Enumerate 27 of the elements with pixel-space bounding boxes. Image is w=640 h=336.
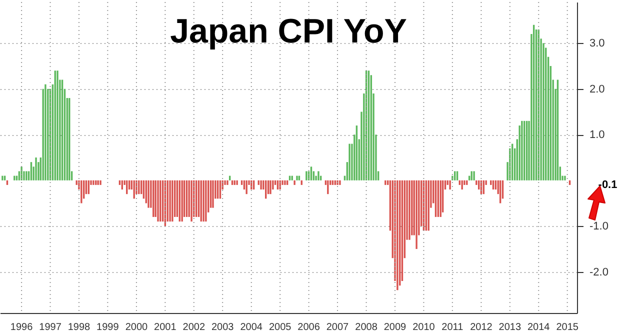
x-tick-label: 2008 — [355, 322, 378, 333]
x-tick-label: 1999 — [96, 322, 120, 333]
x-tick-label: 2005 — [268, 322, 292, 333]
x-tick-label: 2000 — [125, 322, 148, 333]
y-tick-label: -1.0 — [590, 220, 608, 233]
y-tick-label: 3.0 — [590, 38, 605, 50]
y-tick-label: 2.0 — [590, 83, 605, 96]
x-tick-label: 2011 — [442, 322, 464, 333]
x-tick-label: 2002 — [182, 322, 206, 333]
x-tick-label: 1996 — [10, 322, 34, 333]
x-tick-label: 2009 — [384, 322, 407, 333]
x-tick-label: 2014 — [527, 322, 550, 333]
chart-title: Japan CPI YoY — [170, 12, 408, 50]
x-tick-label: 2007 — [326, 322, 350, 333]
y-tick-label: 1.0 — [590, 129, 605, 142]
x-tick-label: 2001 — [154, 322, 177, 333]
x-tick-label: 2013 — [498, 322, 522, 333]
x-tick-label: 2012 — [470, 322, 493, 333]
annotation: -0.1 — [598, 178, 618, 191]
x-tick-label: 2003 — [211, 322, 234, 333]
x-tick-label: 1997 — [39, 322, 62, 333]
x-tick-label: 2004 — [240, 322, 263, 333]
x-tick-label: 2015 — [556, 322, 579, 333]
x-tick-label: 1998 — [68, 322, 91, 333]
x-tick-label: 2006 — [298, 322, 320, 333]
x-tick-label: 2010 — [412, 322, 436, 333]
y-tick-label: -2.0 — [590, 266, 608, 278]
